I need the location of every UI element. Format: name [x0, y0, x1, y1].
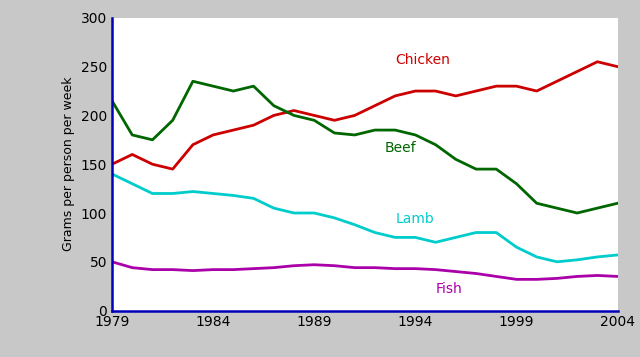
Text: Chicken: Chicken [395, 53, 450, 67]
Text: Fish: Fish [436, 282, 462, 296]
Y-axis label: Grams per person per week: Grams per person per week [62, 77, 76, 251]
Text: Beef: Beef [385, 141, 417, 155]
Text: Lamb: Lamb [395, 212, 434, 226]
